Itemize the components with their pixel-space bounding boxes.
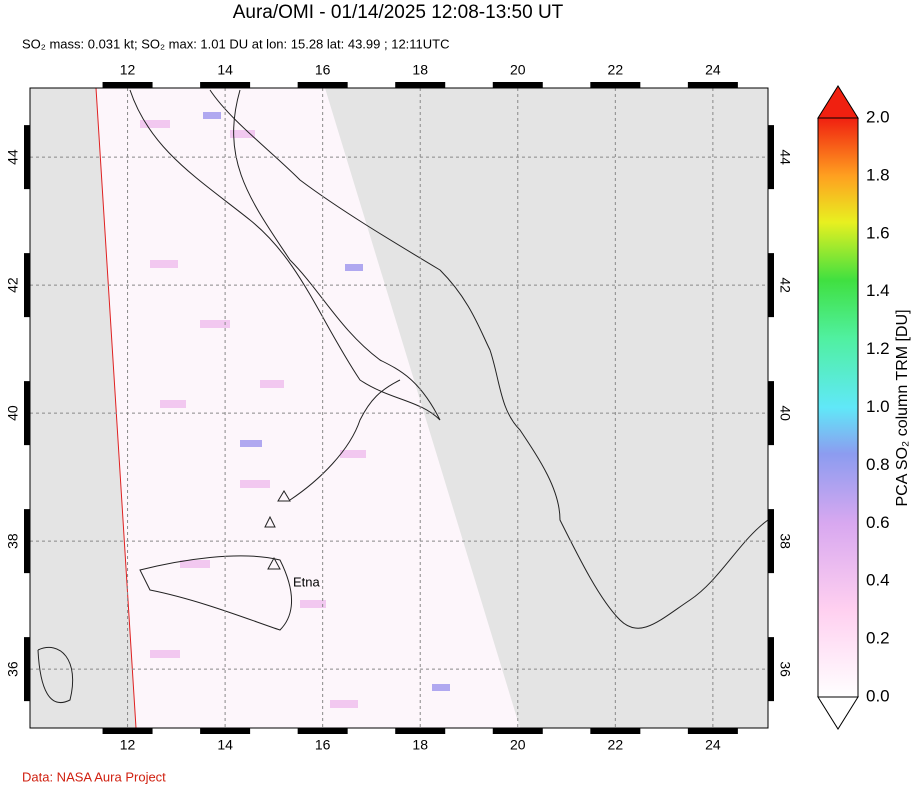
colorbar-tick-label: 1.6 <box>866 223 890 242</box>
y-tick-label: 44 <box>777 149 793 165</box>
subtitle: SO₂ mass: 0.031 kt; SO₂ max: 1.01 DU at … <box>22 36 450 51</box>
colorbar-tick-label: 0.8 <box>866 455 890 474</box>
x-tick-label: 18 <box>412 737 428 753</box>
volcano-label: Etna <box>293 574 321 589</box>
x-tick-label: 12 <box>120 62 136 78</box>
colorbar-tick-label: 0.6 <box>866 513 890 532</box>
colorbar-tick-label: 1.2 <box>866 339 890 358</box>
tick-bar <box>24 509 30 574</box>
map-area: Etna <box>30 88 768 728</box>
colorbar-tick-label: 2.0 <box>866 107 890 126</box>
colorbar-tick-label: 1.0 <box>866 397 890 416</box>
tick-bar <box>590 82 641 88</box>
tick-bar <box>297 728 348 734</box>
x-tick-label: 22 <box>608 737 624 753</box>
map-frame <box>29 87 769 729</box>
tick-bar <box>297 82 348 88</box>
tick-bar <box>102 82 153 88</box>
x-tick-label: 18 <box>412 62 428 78</box>
y-tick-label: 42 <box>5 277 21 293</box>
tick-bar <box>768 637 774 702</box>
swath-edge <box>95 88 137 728</box>
colorbar-tick-label: 0.2 <box>866 629 890 648</box>
tick-bar <box>768 253 774 318</box>
tick-bar <box>687 728 738 734</box>
colorbar-tick-label: 0.4 <box>866 571 890 590</box>
tick-bar <box>395 728 446 734</box>
x-tick-label: 14 <box>217 62 233 78</box>
tick-bar <box>24 125 30 190</box>
so2-pixels-high <box>203 112 450 691</box>
tick-bar <box>687 82 738 88</box>
y-tick-label: 42 <box>777 277 793 293</box>
volcano-marker <box>277 490 291 502</box>
colorbar-tick-label: 1.8 <box>866 165 890 184</box>
so2-pixels <box>140 120 366 708</box>
tick-bar <box>768 381 774 446</box>
colorbar-extend-bottom <box>817 696 859 730</box>
tick-bar <box>24 253 30 318</box>
tick-bar <box>768 125 774 190</box>
x-tick-label: 24 <box>705 62 721 78</box>
x-tick-label: 20 <box>510 62 526 78</box>
tick-bar <box>24 381 30 446</box>
tick-bar <box>24 637 30 702</box>
y-tick-label: 36 <box>5 661 21 677</box>
tick-bar <box>395 82 446 88</box>
tick-bar <box>492 82 543 88</box>
y-tick-label: 40 <box>777 405 793 421</box>
x-tick-label: 14 <box>217 737 233 753</box>
colorbar-tick-label: 0.0 <box>866 686 890 705</box>
y-tick-label: 40 <box>5 405 21 421</box>
colorbar-label: PCA SO₂ column TRM [DU] <box>894 309 911 506</box>
y-tick-label: 38 <box>5 533 21 549</box>
tick-bar <box>200 728 251 734</box>
x-tick-label: 24 <box>705 737 721 753</box>
volcano-marker <box>267 556 281 570</box>
tick-bar <box>200 82 251 88</box>
x-tick-label: 16 <box>315 62 331 78</box>
volcano-marker <box>264 515 276 528</box>
credit: Data: NASA Aura Project <box>22 769 166 784</box>
tick-bar <box>492 728 543 734</box>
colorbar-extend-top <box>817 85 859 119</box>
tick-bar <box>590 728 641 734</box>
colorbar <box>817 117 859 698</box>
tick-bar <box>102 728 153 734</box>
tick-bar <box>768 509 774 574</box>
y-tick-label: 44 <box>5 149 21 165</box>
axes: 12 12 14 14 16 16 18 18 20 20 22 22 24 24 36 36 38 38 40 40… <box>5 62 890 753</box>
x-tick-label: 22 <box>608 62 624 78</box>
y-tick-label: 38 <box>777 533 793 549</box>
x-tick-label: 12 <box>120 737 136 753</box>
y-tick-label: 36 <box>777 661 793 677</box>
x-tick-label: 16 <box>315 737 331 753</box>
title: Aura/OMI - 01/14/2025 12:08-13:50 UT <box>233 2 564 23</box>
colorbar-tick-label: 1.4 <box>866 281 890 300</box>
x-tick-label: 20 <box>510 737 526 753</box>
